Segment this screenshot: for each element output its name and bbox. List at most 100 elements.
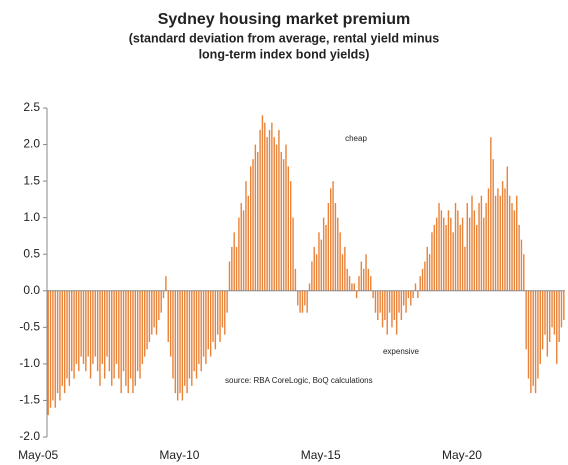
bar	[92, 290, 94, 364]
bar	[412, 290, 414, 299]
bar	[508, 195, 511, 291]
bar	[111, 290, 113, 386]
bar	[186, 290, 188, 394]
bar	[49, 290, 52, 408]
bar	[518, 224, 520, 291]
bar	[487, 188, 490, 291]
bar	[475, 224, 478, 291]
bar	[428, 254, 431, 291]
bar	[322, 217, 325, 291]
bar	[443, 217, 445, 291]
bar	[153, 290, 155, 328]
bar	[242, 210, 245, 291]
bar	[372, 290, 374, 299]
bar	[353, 283, 355, 291]
bar	[101, 290, 104, 364]
bar	[346, 268, 348, 291]
bar	[410, 290, 412, 306]
bar	[66, 290, 68, 379]
bar	[106, 290, 108, 357]
bar	[435, 217, 438, 291]
bar	[379, 290, 381, 313]
bar	[414, 283, 417, 291]
bar	[219, 290, 221, 342]
bar	[471, 195, 473, 291]
bar	[381, 290, 384, 328]
bar	[181, 290, 184, 401]
x-tick-label: May-05	[18, 448, 58, 462]
bar	[339, 232, 341, 291]
bar	[318, 232, 320, 291]
bar	[454, 203, 457, 291]
bar	[108, 290, 111, 372]
bar	[134, 290, 137, 386]
bar	[235, 246, 238, 291]
bar	[259, 129, 261, 291]
x-tick-label: May-20	[442, 448, 482, 462]
bar	[478, 203, 480, 291]
y-tick-label: -2.0	[19, 429, 40, 443]
bar	[419, 276, 421, 291]
bar	[282, 159, 285, 291]
bar	[304, 290, 306, 306]
annotation: expensive	[383, 347, 420, 356]
bar	[254, 144, 257, 291]
bar	[362, 268, 365, 291]
y-tick-label: 1.5	[23, 173, 40, 187]
bar	[228, 261, 231, 291]
bar	[214, 290, 217, 350]
bar	[151, 290, 153, 335]
bar	[530, 290, 532, 394]
bar	[563, 290, 565, 321]
bar	[82, 290, 85, 364]
bar	[193, 290, 195, 372]
bar	[212, 290, 214, 342]
bar	[226, 290, 228, 313]
bar	[452, 232, 454, 291]
bar	[120, 290, 122, 394]
bar	[558, 290, 560, 342]
bar	[301, 290, 304, 313]
bar	[179, 290, 181, 394]
bar	[125, 290, 127, 386]
bar	[174, 290, 177, 394]
bar	[287, 166, 290, 291]
bar	[544, 290, 546, 335]
bar	[216, 290, 219, 335]
bar	[176, 290, 179, 401]
bar	[297, 290, 299, 306]
bar	[144, 290, 146, 357]
bar	[426, 246, 428, 291]
bar	[374, 290, 377, 313]
bar	[341, 254, 344, 291]
bar	[172, 290, 174, 379]
bar	[148, 290, 151, 342]
chart-subtitle: (standard deviation from average, rental…	[129, 31, 440, 45]
bar	[299, 290, 301, 313]
bar	[358, 276, 360, 291]
bar	[115, 290, 118, 364]
bar	[146, 290, 148, 350]
y-tick-label: 0.5	[23, 246, 40, 260]
bar	[395, 290, 398, 335]
bar	[132, 290, 134, 394]
bar	[56, 290, 59, 394]
bar	[306, 290, 308, 313]
bar	[440, 210, 443, 291]
bar	[365, 254, 367, 291]
bar	[461, 217, 464, 291]
bar	[532, 290, 534, 386]
bar	[534, 290, 537, 394]
bar	[447, 210, 450, 291]
bar	[497, 188, 499, 291]
bar	[377, 290, 379, 321]
bar	[334, 203, 337, 291]
bar	[433, 224, 436, 291]
bar	[136, 290, 139, 372]
bar	[483, 217, 485, 291]
bar	[261, 115, 264, 291]
bar	[450, 217, 452, 291]
annotation: cheap	[345, 134, 367, 143]
y-tick-label: 2.0	[23, 137, 40, 151]
